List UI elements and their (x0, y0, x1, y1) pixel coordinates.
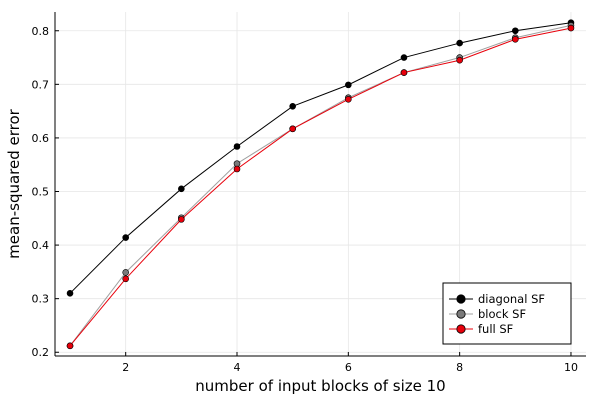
full-sf-point (178, 216, 185, 223)
diagonal-sf-point (512, 27, 519, 35)
full-sf-line (69, 27, 572, 347)
x-tick-label: 4 (234, 361, 241, 374)
full-sf-point (400, 69, 408, 76)
diagonal-sf-point (400, 54, 408, 61)
y-axis-title: mean-squared error (5, 108, 23, 258)
diagonal-sf-point (456, 39, 463, 47)
block-sf-point (122, 269, 129, 276)
full-sf-point (233, 165, 241, 173)
y-tick-label: 0.6 (32, 132, 50, 145)
full-sf-point (512, 36, 519, 43)
legend-label: diagonal SF (478, 292, 545, 306)
full-sf-point (66, 342, 74, 350)
diagonal-sf-point (345, 81, 352, 89)
diagonal-sf-point (178, 185, 185, 193)
full-sf-point (289, 125, 296, 133)
y-tick-label: 0.7 (32, 78, 50, 91)
diagonal-sf-point (122, 234, 129, 241)
legend-label: full SF (478, 322, 513, 336)
legend-marker (456, 294, 466, 304)
diagonal-sf-point (233, 143, 241, 150)
x-axis-title: number of input blocks of size 10 (195, 377, 445, 395)
full-sf-point (456, 56, 463, 64)
diagonal-sf-line (69, 22, 572, 294)
y-tick-label: 0.2 (32, 346, 50, 359)
legend-marker (456, 309, 466, 319)
x-tick-label: 2 (122, 361, 129, 374)
y-tick-label: 0.4 (32, 239, 50, 252)
diagonal-sf-point (289, 103, 296, 110)
y-tick-label: 0.3 (32, 293, 50, 306)
legend-label: block SF (478, 307, 526, 321)
diagonal-sf-point (66, 290, 74, 297)
full-sf-point (345, 96, 352, 103)
full-sf-point (122, 275, 129, 283)
plot-area (66, 19, 575, 350)
y-tick-label: 0.8 (32, 25, 50, 38)
x-tick-label: 6 (345, 361, 352, 374)
x-tick-label: 8 (456, 361, 463, 374)
x-tick-label: 10 (564, 361, 578, 374)
grid-lines (55, 12, 586, 356)
y-tick-label: 0.5 (32, 186, 50, 199)
full-sf-point (567, 24, 575, 32)
tick-labels: 2 4 6 8 10 0.2 0.3 0.4 0.5 0.6 0.7 0.8 (32, 25, 578, 374)
block-sf-line (69, 24, 572, 347)
legend-marker (456, 324, 466, 334)
axes (54, 12, 586, 357)
